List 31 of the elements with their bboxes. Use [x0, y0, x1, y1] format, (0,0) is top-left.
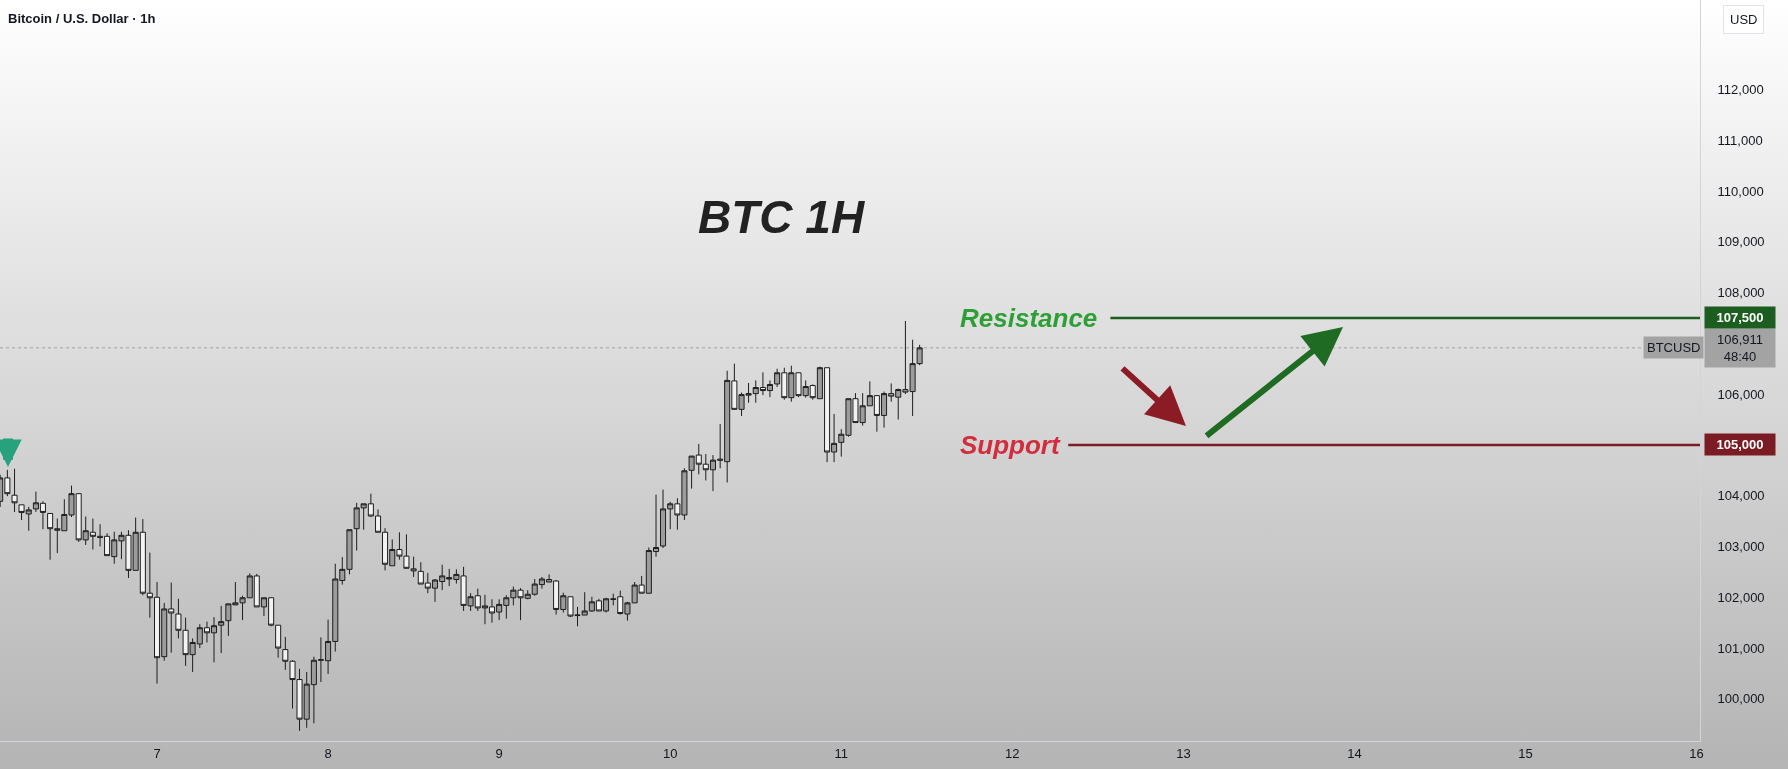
ref-line-label: Support — [960, 430, 1061, 460]
x-tick-label: 12 — [1005, 745, 1020, 761]
y-tick-label: 105,000 — [1716, 437, 1764, 452]
y-tick-label: 100,000 — [1717, 691, 1765, 707]
y-tick-label: 110,000 — [1717, 183, 1764, 199]
y-tick-label: 111,000 — [1717, 132, 1763, 148]
y-tick-label: 106,911 48:40 — [1716, 332, 1764, 364]
text: Bitcoin / U.S. Dollar · 1h — [8, 10, 156, 26]
x-tick-label: 11 — [834, 745, 849, 761]
y-tick-label: 106,000 — [1717, 386, 1765, 402]
x-tick-label: 8 — [324, 745, 332, 761]
y-tick-label: 104,000 — [1717, 488, 1765, 504]
y-tick-label: 102,000 — [1717, 589, 1765, 605]
y-tick-label: 109,000 — [1717, 234, 1765, 250]
y-tick-label: 112,000 — [1717, 81, 1764, 97]
y-tick-label: 101,000 — [1717, 640, 1765, 656]
x-tick-label: 16 — [1689, 745, 1704, 761]
x-tick-label: 13 — [1176, 745, 1191, 761]
ref-line-label: BTCUSD — [1647, 340, 1701, 355]
y-tick-label: 108,000 — [1717, 285, 1765, 301]
candlestick — [11, 468, 18, 513]
x-tick-label: 7 — [153, 745, 161, 761]
y-tick-label: 103,000 — [1717, 539, 1765, 555]
y-tick-label: 107,500 — [1716, 310, 1764, 325]
ref-line-label: Resistance — [960, 303, 1098, 333]
x-tick-label: 9 — [495, 745, 503, 761]
x-tick-label: 14 — [1347, 745, 1362, 761]
x-tick-label: 10 — [662, 745, 678, 761]
y-axis-title: USD — [1730, 12, 1758, 27]
x-tick-label: 15 — [1518, 745, 1533, 761]
annotation: BTC 1H — [698, 191, 865, 243]
